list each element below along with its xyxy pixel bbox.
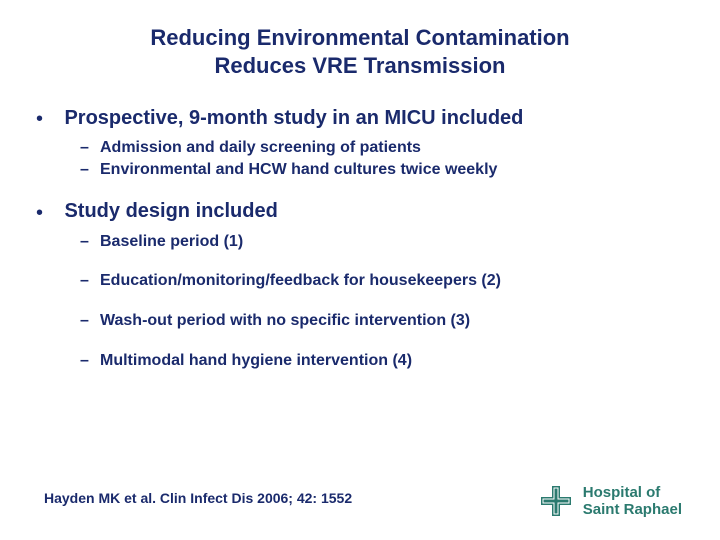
bullet-1-sublist: Admission and daily screening of patient…: [60, 137, 680, 180]
bullet-1-sub-2: Environmental and HCW hand cultures twic…: [100, 159, 680, 181]
bullet-1-text: Prospective, 9-month study in an MICU in…: [64, 107, 523, 129]
logo-line-2: Saint Raphael: [583, 501, 682, 518]
logo-line-1: Hospital of: [583, 484, 661, 501]
citation-text: Hayden MK et al. Clin Infect Dis 2006; 4…: [44, 490, 352, 506]
bullet-2-sub-1: Baseline period (1): [100, 231, 680, 253]
slide-title: Reducing Environmental Contamination Red…: [40, 24, 680, 79]
bullet-2: Study design included Baseline period (1…: [60, 200, 680, 371]
bullet-2-text: Study design included: [64, 200, 277, 222]
bullet-list: Prospective, 9-month study in an MICU in…: [40, 107, 680, 371]
hospital-logo: Hospital of Saint Raphael: [539, 484, 682, 519]
bullet-2-sub-3: Wash-out period with no specific interve…: [100, 310, 680, 332]
cross-icon: [539, 484, 573, 518]
bullet-1: Prospective, 9-month study in an MICU in…: [60, 107, 680, 180]
slide: Reducing Environmental Contamination Red…: [0, 0, 720, 540]
title-line-2: Reduces VRE Transmission: [215, 53, 506, 78]
logo-text: Hospital of Saint Raphael: [583, 484, 682, 519]
bullet-1-sub-1: Admission and daily screening of patient…: [100, 137, 680, 159]
bullet-2-sublist: Baseline period (1) Education/monitoring…: [60, 231, 680, 371]
bullet-2-sub-4: Multimodal hand hygiene intervention (4): [100, 350, 680, 372]
bullet-2-sub-2: Education/monitoring/feedback for housek…: [100, 270, 680, 292]
title-line-1: Reducing Environmental Contamination: [150, 25, 569, 50]
